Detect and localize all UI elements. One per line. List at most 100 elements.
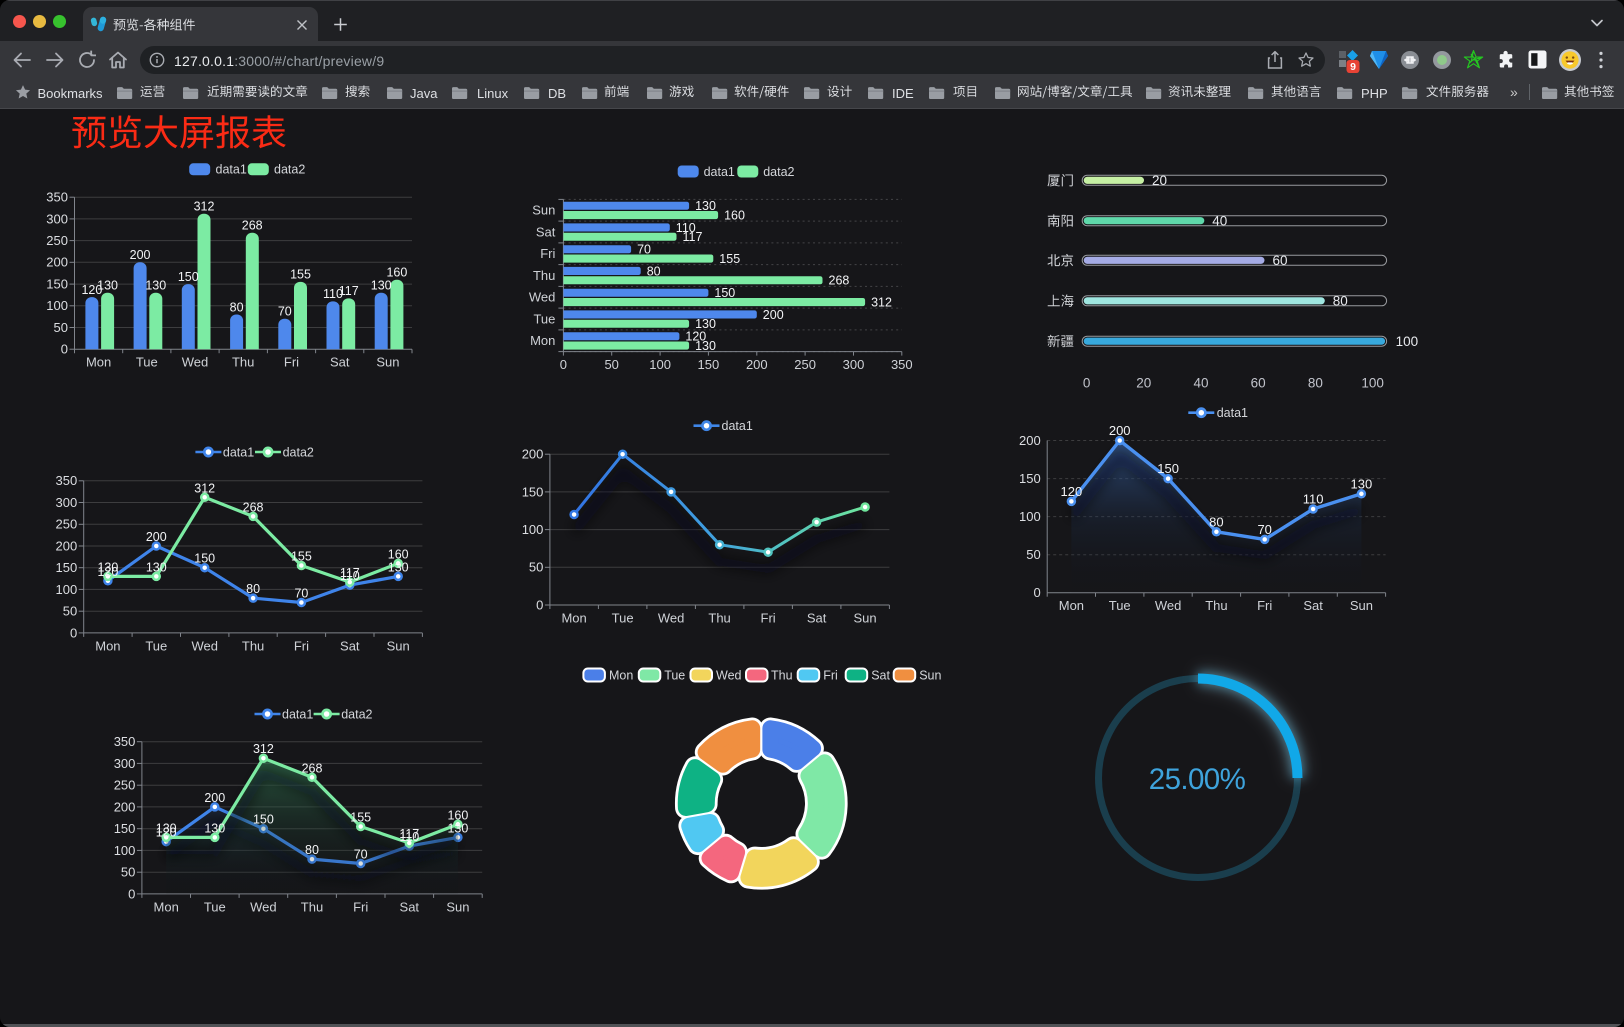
svg-text:130: 130: [1351, 476, 1373, 491]
svg-text:250: 250: [794, 357, 816, 372]
svg-text:data2: data2: [341, 707, 372, 721]
svg-text:Fri: Fri: [823, 668, 838, 682]
svg-text:120: 120: [685, 330, 706, 344]
svg-text:300: 300: [114, 756, 136, 771]
svg-text:150: 150: [178, 270, 199, 284]
svg-text:9: 9: [1350, 61, 1356, 73]
svg-text:0: 0: [560, 357, 567, 372]
svg-text:Fri: Fri: [284, 355, 299, 370]
svg-text:130: 130: [447, 821, 468, 835]
svg-text:268: 268: [243, 500, 264, 514]
svg-text:Tue: Tue: [612, 611, 634, 626]
svg-text:80: 80: [230, 300, 244, 314]
svg-text:40: 40: [1212, 213, 1227, 228]
svg-text:155: 155: [291, 550, 312, 564]
svg-text:Sun: Sun: [387, 638, 410, 653]
svg-text:100: 100: [1361, 376, 1384, 391]
svg-text:Mon: Mon: [561, 611, 586, 626]
svg-text:160: 160: [386, 266, 407, 280]
svg-text:Wed: Wed: [529, 290, 556, 305]
svg-text:60: 60: [1273, 253, 1288, 268]
svg-text:312: 312: [194, 200, 215, 214]
svg-text:100: 100: [649, 357, 671, 372]
svg-text:data1: data1: [216, 163, 247, 177]
svg-text:50: 50: [604, 357, 618, 372]
svg-text:120: 120: [81, 283, 102, 297]
svg-text:Sat: Sat: [400, 899, 420, 914]
svg-text:0: 0: [1083, 376, 1091, 391]
svg-text:200: 200: [1019, 433, 1041, 448]
svg-text:0: 0: [128, 886, 135, 901]
svg-text:200: 200: [746, 357, 768, 372]
svg-text:Tue: Tue: [145, 638, 167, 653]
svg-text:Sat: Sat: [871, 668, 890, 682]
svg-text:155: 155: [290, 268, 311, 282]
svg-text:200: 200: [204, 791, 225, 805]
svg-text:120: 120: [156, 826, 177, 840]
svg-text:150: 150: [522, 484, 544, 499]
svg-text:Mon: Mon: [95, 638, 120, 653]
svg-text:350: 350: [46, 190, 68, 205]
svg-text:312: 312: [871, 295, 892, 309]
svg-text:80: 80: [1333, 293, 1348, 308]
svg-text:Sun: Sun: [919, 668, 941, 682]
svg-text:130: 130: [695, 317, 716, 331]
svg-text:312: 312: [194, 481, 215, 495]
svg-text:Sun: Sun: [1350, 598, 1373, 613]
svg-text:Tue: Tue: [664, 668, 685, 682]
svg-text:100: 100: [1019, 509, 1041, 524]
svg-text:25.00%: 25.00%: [1149, 763, 1246, 796]
svg-text:40: 40: [1193, 376, 1208, 391]
svg-text:268: 268: [302, 761, 323, 775]
svg-text:200: 200: [130, 248, 151, 262]
svg-text:70: 70: [278, 305, 292, 319]
svg-text:117: 117: [683, 230, 703, 244]
svg-text:100: 100: [46, 298, 68, 313]
svg-text:50: 50: [121, 865, 135, 880]
svg-text:Sat: Sat: [807, 611, 827, 626]
svg-text:data2: data2: [283, 445, 314, 459]
svg-text:70: 70: [637, 243, 651, 257]
svg-text:130: 130: [371, 279, 392, 293]
svg-text:110: 110: [676, 221, 696, 235]
svg-text:Tue: Tue: [136, 355, 158, 370]
svg-text:Mon: Mon: [609, 668, 633, 682]
svg-text:350: 350: [891, 357, 913, 372]
svg-text:Wed: Wed: [716, 668, 742, 682]
svg-text:155: 155: [350, 811, 371, 825]
svg-text:Thu: Thu: [242, 638, 264, 653]
svg-text:200: 200: [522, 447, 544, 462]
svg-text:Sun: Sun: [532, 203, 555, 218]
svg-text:250: 250: [55, 517, 77, 532]
svg-text:Wed: Wed: [191, 638, 218, 653]
svg-text:155: 155: [719, 252, 740, 266]
svg-text:data2: data2: [274, 163, 305, 177]
svg-text:130: 130: [156, 821, 177, 835]
svg-text:200: 200: [55, 538, 77, 553]
svg-text:200: 200: [763, 308, 784, 322]
svg-text:Mon: Mon: [1059, 598, 1084, 613]
svg-text:data2: data2: [763, 165, 794, 179]
svg-text:150: 150: [714, 286, 735, 300]
svg-text:150: 150: [194, 552, 215, 566]
svg-text:117: 117: [340, 566, 360, 580]
svg-text:100: 100: [114, 843, 136, 858]
svg-text:Wed: Wed: [1155, 598, 1182, 613]
svg-text:Sun: Sun: [854, 611, 877, 626]
svg-text:300: 300: [843, 357, 865, 372]
svg-text:data1: data1: [722, 419, 753, 433]
svg-text:130: 130: [97, 279, 118, 293]
svg-text:0: 0: [70, 625, 77, 640]
svg-text:110: 110: [1303, 492, 1324, 507]
svg-text:50: 50: [54, 320, 68, 335]
svg-text:data1: data1: [704, 165, 735, 179]
svg-text:160: 160: [447, 808, 468, 822]
svg-text:Fri: Fri: [294, 638, 309, 653]
svg-text:200: 200: [46, 255, 68, 270]
svg-text:Thu: Thu: [301, 899, 323, 914]
svg-text:data1: data1: [282, 707, 313, 721]
svg-text:Sat: Sat: [330, 355, 350, 370]
svg-text:Fri: Fri: [1257, 598, 1272, 613]
svg-text:130: 130: [388, 560, 409, 574]
svg-text:150: 150: [114, 821, 136, 836]
